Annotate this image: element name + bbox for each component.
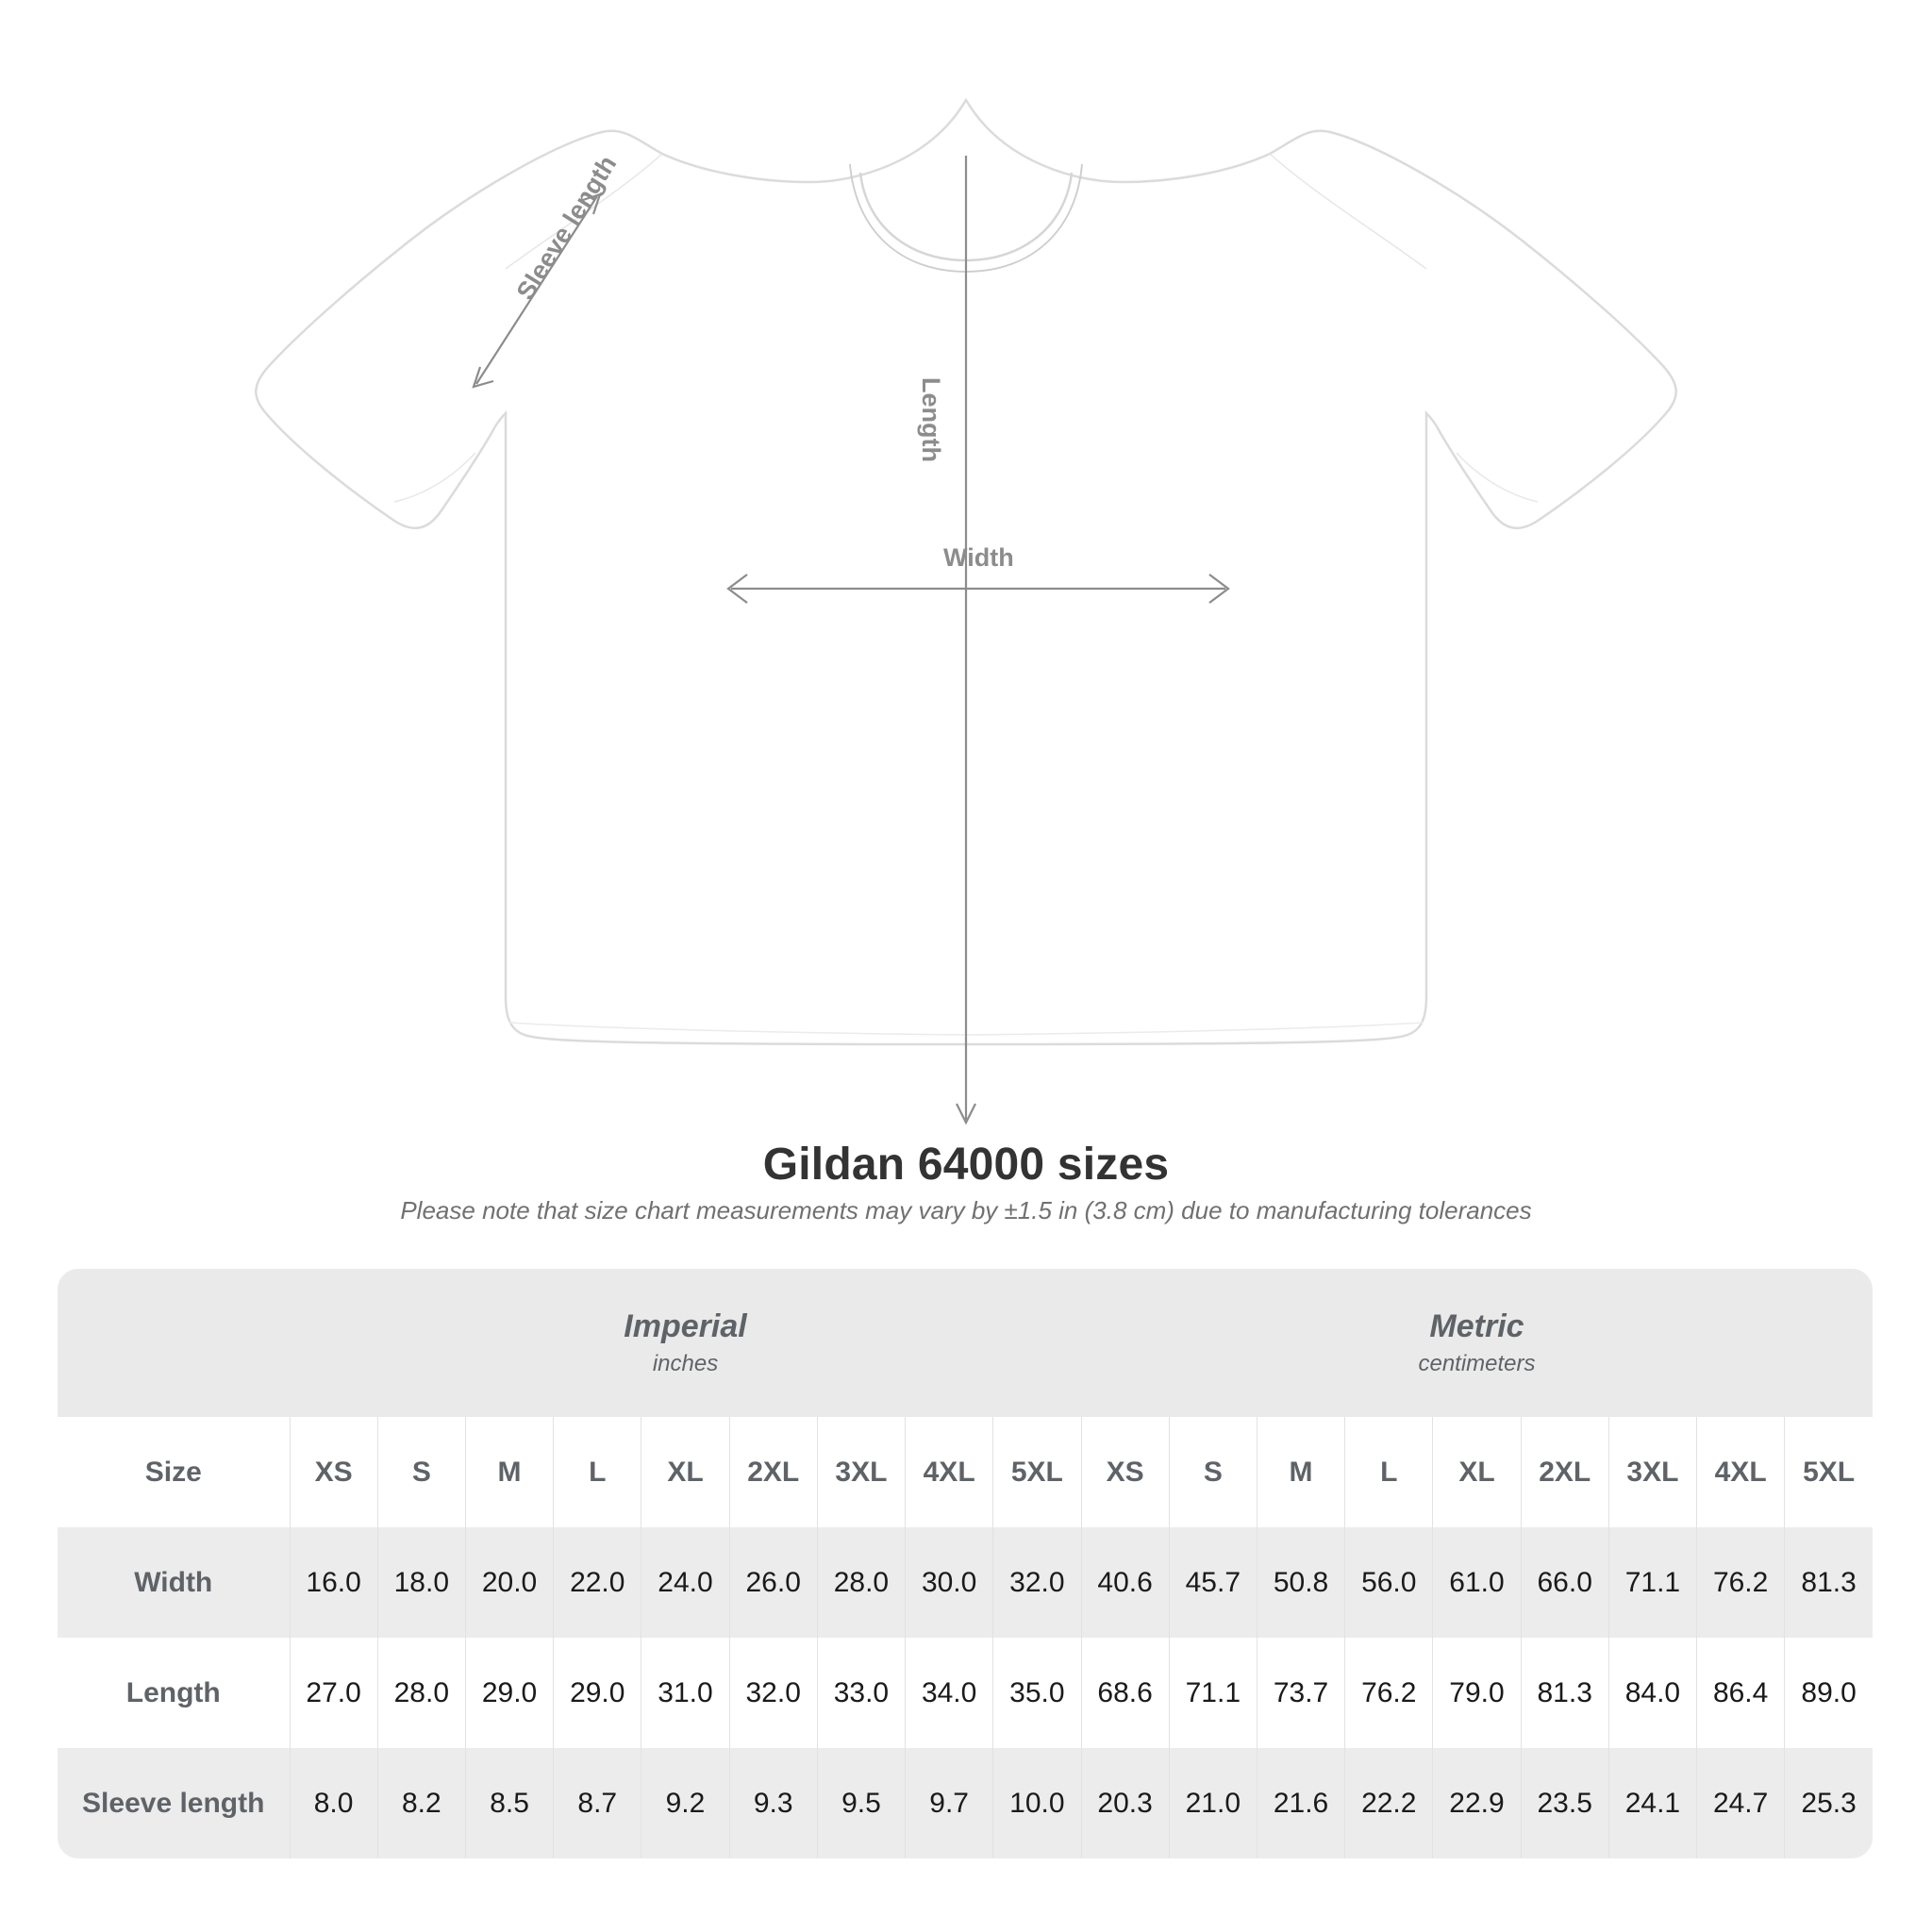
- svg-text:Width: Width: [943, 543, 1014, 572]
- svg-text:Length: Length: [917, 377, 945, 462]
